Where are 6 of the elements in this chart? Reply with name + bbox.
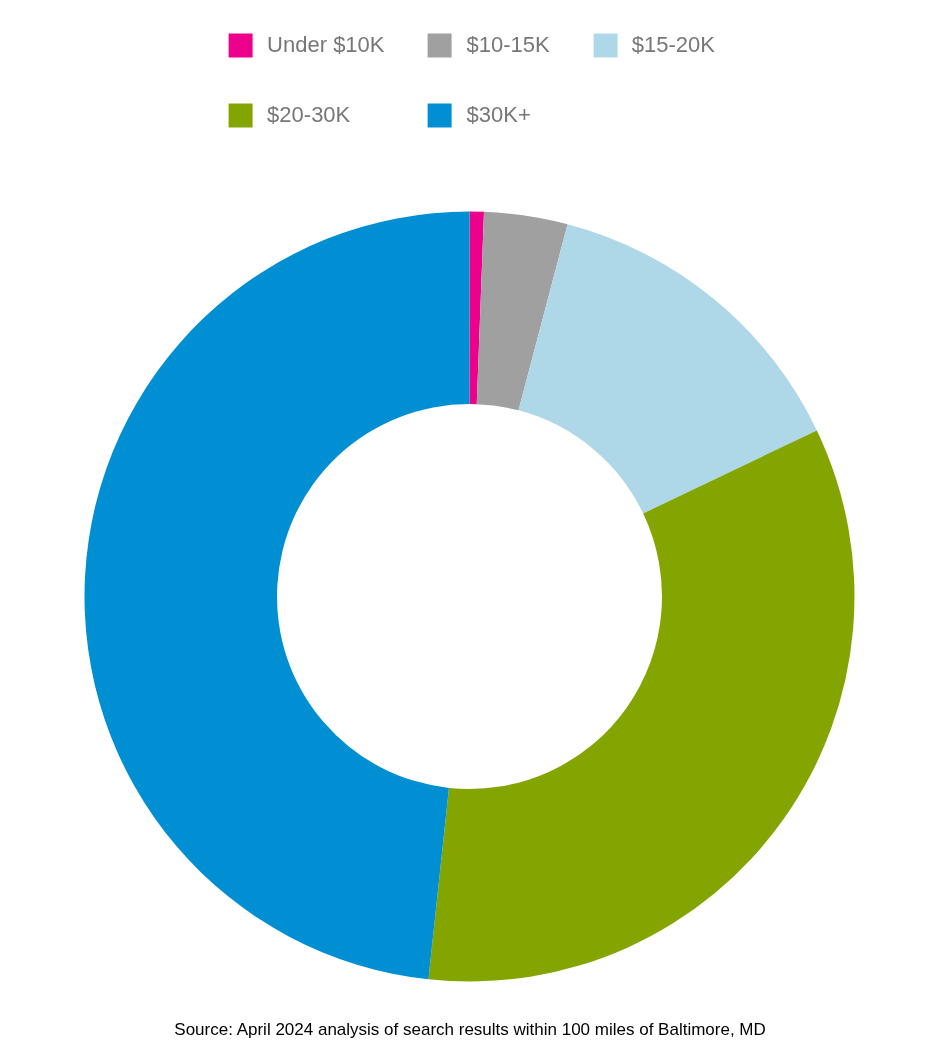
legend-label: Under $10K [267, 32, 385, 58]
legend-label: $20-30K [267, 102, 351, 128]
legend-label: $15-20K [631, 32, 715, 58]
source-note: Source: April 2024 analysis of search results within 100 miles of Baltimore, MD [174, 1019, 766, 1039]
legend-label: $30K+ [466, 102, 531, 128]
legend-label: $10-15K [466, 32, 550, 58]
